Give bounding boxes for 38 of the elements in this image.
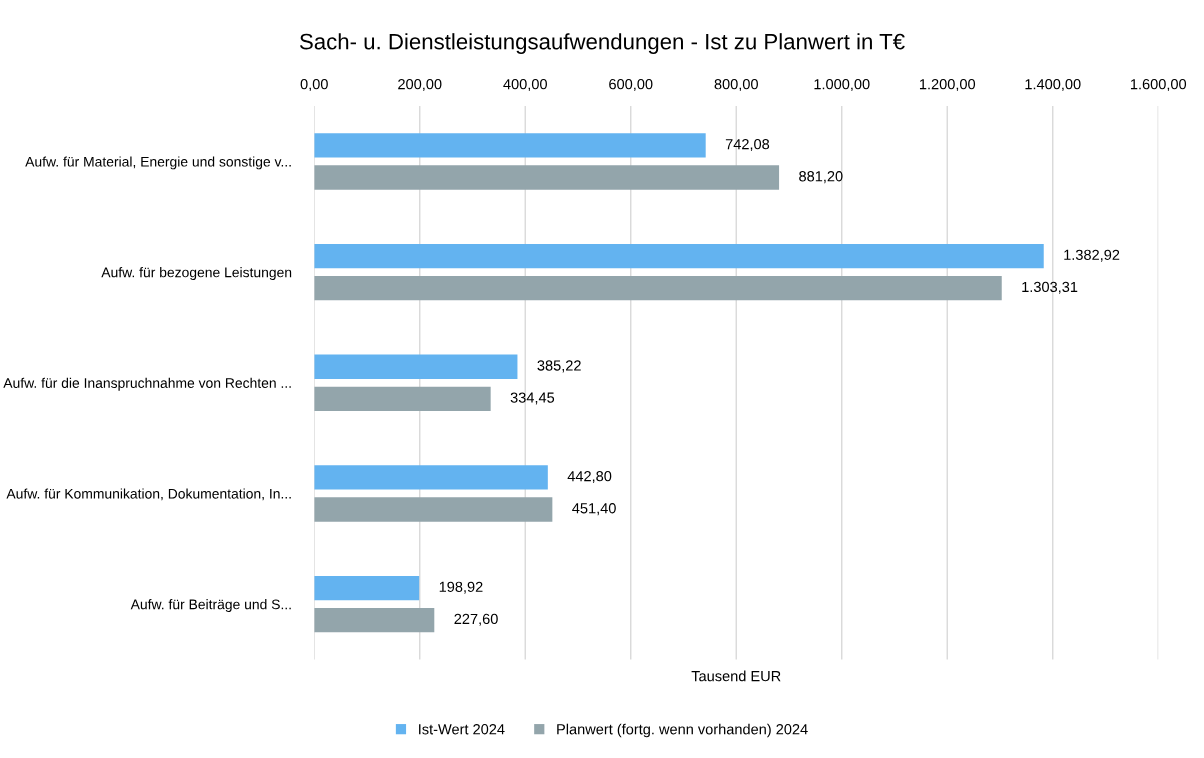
bar [314, 354, 518, 379]
data-label: 451,40 [572, 503, 616, 516]
bar [314, 386, 491, 412]
x-tick-label: 400,00 [503, 79, 547, 92]
bar [314, 165, 780, 190]
chart-title: Sach- u. Dienstleistungsaufwendungen - Ist zu Planwert in T€ [299, 33, 905, 54]
bar [314, 465, 548, 490]
bar [314, 575, 420, 601]
y-tick-label: Aufw. für die Inanspruchnahme von Rechten ... [3, 377, 291, 391]
legend-label: Ist-Wert 2024 [419, 724, 505, 735]
x-tick-label: 0,00 [300, 79, 328, 92]
y-tick-label: Aufw. für bezogene Leistungen [101, 267, 292, 281]
bar [314, 608, 435, 633]
x-axis-title: Tausend EUR [691, 670, 781, 682]
x-tick-label: 800,00 [714, 79, 758, 92]
data-label: 1.382,92 [1064, 249, 1120, 262]
x-tick-label: 1.000,00 [814, 79, 870, 92]
x-tick-label: 600,00 [609, 79, 653, 92]
x-tick-label: 1.600,00 [1130, 79, 1187, 92]
legend-label: Planwert (fortg. wenn vorhanden) 2024 [557, 723, 808, 738]
y-tick-label: Aufw. für Beiträge und S... [130, 599, 291, 613]
bar [314, 243, 1044, 269]
data-label: 227,60 [454, 613, 498, 626]
x-tick-label: 1.200,00 [919, 79, 976, 92]
data-label: 442,80 [567, 471, 612, 484]
y-tick-label: Aufw. für Material, Energie und sonstige v... [25, 156, 291, 170]
data-label: 198,92 [439, 581, 483, 594]
data-label: 334,45 [510, 392, 555, 405]
data-label: 742,08 [725, 139, 770, 152]
bar [314, 276, 1002, 301]
data-label: 881,20 [799, 171, 843, 184]
bar [314, 133, 706, 158]
y-tick-label: Aufw. für Kommunikation, Dokumentation, In... [6, 488, 291, 501]
data-label: 385,22 [537, 360, 581, 373]
data-label: 1.303,31 [1022, 281, 1078, 294]
x-tick-label: 200,00 [398, 79, 442, 92]
x-tick-label: 1.400,00 [1025, 79, 1081, 92]
bar [314, 497, 553, 522]
